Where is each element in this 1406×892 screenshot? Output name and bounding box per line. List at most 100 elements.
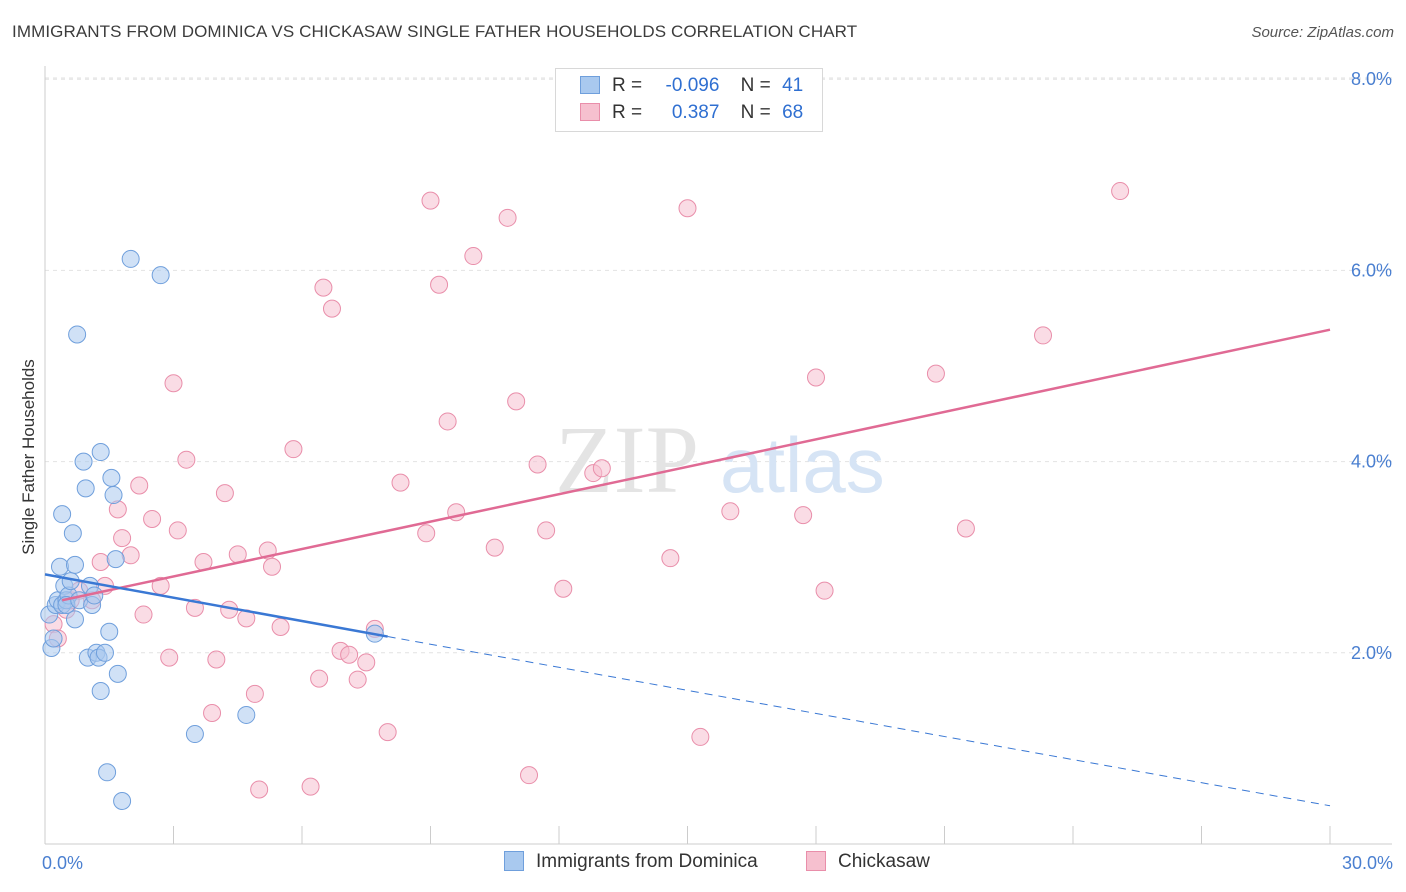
tick-labels: 2.0% 4.0% 6.0% 8.0% 0.0% 30.0%	[42, 69, 1393, 873]
trend-lines	[44, 328, 1331, 807]
chickasaw-point	[168, 521, 187, 540]
chickasaw-point	[807, 368, 825, 387]
dominica-point	[95, 643, 114, 662]
x-tick-label-min: 0.0%	[42, 853, 83, 873]
chickasaw-point	[160, 648, 179, 667]
chickasaw-point	[357, 653, 376, 672]
dominica-point	[151, 266, 170, 285]
dominica-point	[53, 505, 72, 524]
dominica-point	[108, 664, 127, 683]
series-legend: Immigrants from Dominica Chickasaw	[0, 851, 1406, 877]
chickasaw-point	[438, 412, 457, 431]
chickasaw-point	[661, 549, 680, 568]
y-tick-label: 2.0%	[1351, 643, 1392, 663]
chickasaw-point	[721, 502, 740, 521]
watermark-zip: ZIP	[555, 406, 699, 513]
gridlines	[45, 77, 1392, 654]
chart-title: IMMIGRANTS FROM DOMINICA VS CHICKASAW SI…	[12, 22, 858, 41]
chickasaw-point	[177, 450, 196, 469]
stats-legend: R = -0.096 N = 41 R = 0.387 N = 68	[555, 68, 823, 132]
chickasaw-point	[207, 650, 226, 669]
chickasaw-point	[310, 669, 329, 688]
chickasaw-point	[507, 392, 526, 411]
chickasaw-point	[678, 199, 697, 218]
chickasaw-point	[203, 704, 222, 723]
chickasaw-point	[215, 484, 234, 503]
dominica-point	[113, 791, 132, 810]
chickasaw-point	[1034, 326, 1053, 345]
chickasaw-point	[314, 278, 333, 297]
series-dominica-points	[40, 249, 384, 810]
dominica-point	[68, 325, 87, 344]
series-legend-swatch-chickasaw	[806, 851, 826, 871]
chickasaw-point	[113, 529, 132, 548]
dominica-point	[185, 725, 204, 744]
y-tick-label: 4.0%	[1351, 452, 1392, 472]
dominica-point	[98, 763, 117, 782]
chickasaw-point	[498, 208, 517, 227]
series-legend-chickasaw: Chickasaw	[806, 851, 930, 873]
watermark-atlas: atlas	[720, 421, 885, 509]
chickasaw-point	[121, 546, 140, 565]
trend-line-dominica	[44, 573, 388, 638]
dominica-point	[65, 610, 84, 629]
legend-n-label: N =	[740, 102, 771, 123]
chickasaw-point	[378, 723, 397, 742]
chickasaw-point	[430, 275, 449, 294]
chickasaw-point	[554, 579, 573, 598]
legend-n-value-dominica: 41	[782, 75, 804, 96]
dominica-point	[76, 479, 95, 498]
chickasaw-point	[340, 645, 359, 664]
series-legend-label-dominica: Immigrants from Dominica	[536, 851, 758, 872]
chickasaw-point	[528, 455, 547, 474]
chickasaw-point	[271, 617, 290, 636]
dominica-point	[121, 249, 140, 268]
legend-swatch-dominica	[580, 76, 600, 94]
chickasaw-point	[1111, 182, 1130, 201]
watermark: ZIP atlas	[555, 406, 885, 513]
source-credit: Source: ZipAtlas.com	[1251, 24, 1394, 41]
dominica-point	[91, 443, 110, 462]
y-tick-label: 8.0%	[1351, 69, 1392, 89]
series-legend-swatch-dominica	[504, 851, 524, 871]
chickasaw-point	[926, 364, 945, 383]
chickasaw-point	[284, 440, 303, 459]
legend-swatch-chickasaw	[580, 103, 600, 121]
chickasaw-point	[421, 191, 440, 210]
dominica-point	[106, 550, 125, 569]
chickasaw-point	[263, 557, 282, 576]
chickasaw-point	[691, 727, 710, 746]
trend-line-dominica-extension	[387, 636, 1331, 807]
legend-r-value-dominica: -0.096	[665, 75, 720, 96]
chickasaw-point	[464, 247, 483, 266]
chickasaw-point	[348, 670, 367, 689]
chickasaw-point	[164, 374, 183, 393]
chickasaw-point	[391, 473, 410, 492]
dominica-point	[65, 555, 84, 574]
chickasaw-point	[417, 524, 436, 543]
dominica-point	[74, 452, 93, 471]
chickasaw-point	[956, 519, 975, 538]
chickasaw-point	[592, 459, 611, 478]
y-axis-label: Single Father Households	[19, 359, 38, 555]
chickasaw-point	[245, 684, 264, 703]
chickasaw-point	[130, 476, 149, 495]
dominica-point	[102, 468, 121, 487]
trend-line-chickasaw	[61, 328, 1331, 602]
chickasaw-point	[485, 538, 504, 557]
dominica-point	[100, 622, 119, 641]
dominica-point	[63, 524, 82, 543]
dominica-point	[104, 486, 123, 505]
legend-row-chickasaw: R = 0.387 N = 68	[580, 102, 803, 126]
chickasaw-point	[134, 605, 153, 624]
series-legend-label-chickasaw: Chickasaw	[838, 851, 930, 872]
x-tick-label-max: 30.0%	[1342, 853, 1393, 873]
series-legend-dominica: Immigrants from Dominica	[504, 851, 758, 873]
y-tick-label: 6.0%	[1351, 260, 1392, 280]
dominica-point	[91, 682, 110, 701]
legend-r-label: R =	[612, 102, 643, 123]
legend-n-value-chickasaw: 68	[782, 102, 804, 123]
legend-r-value-chickasaw: 0.387	[671, 102, 720, 123]
chickasaw-point	[143, 509, 162, 528]
chickasaw-point	[794, 506, 813, 525]
